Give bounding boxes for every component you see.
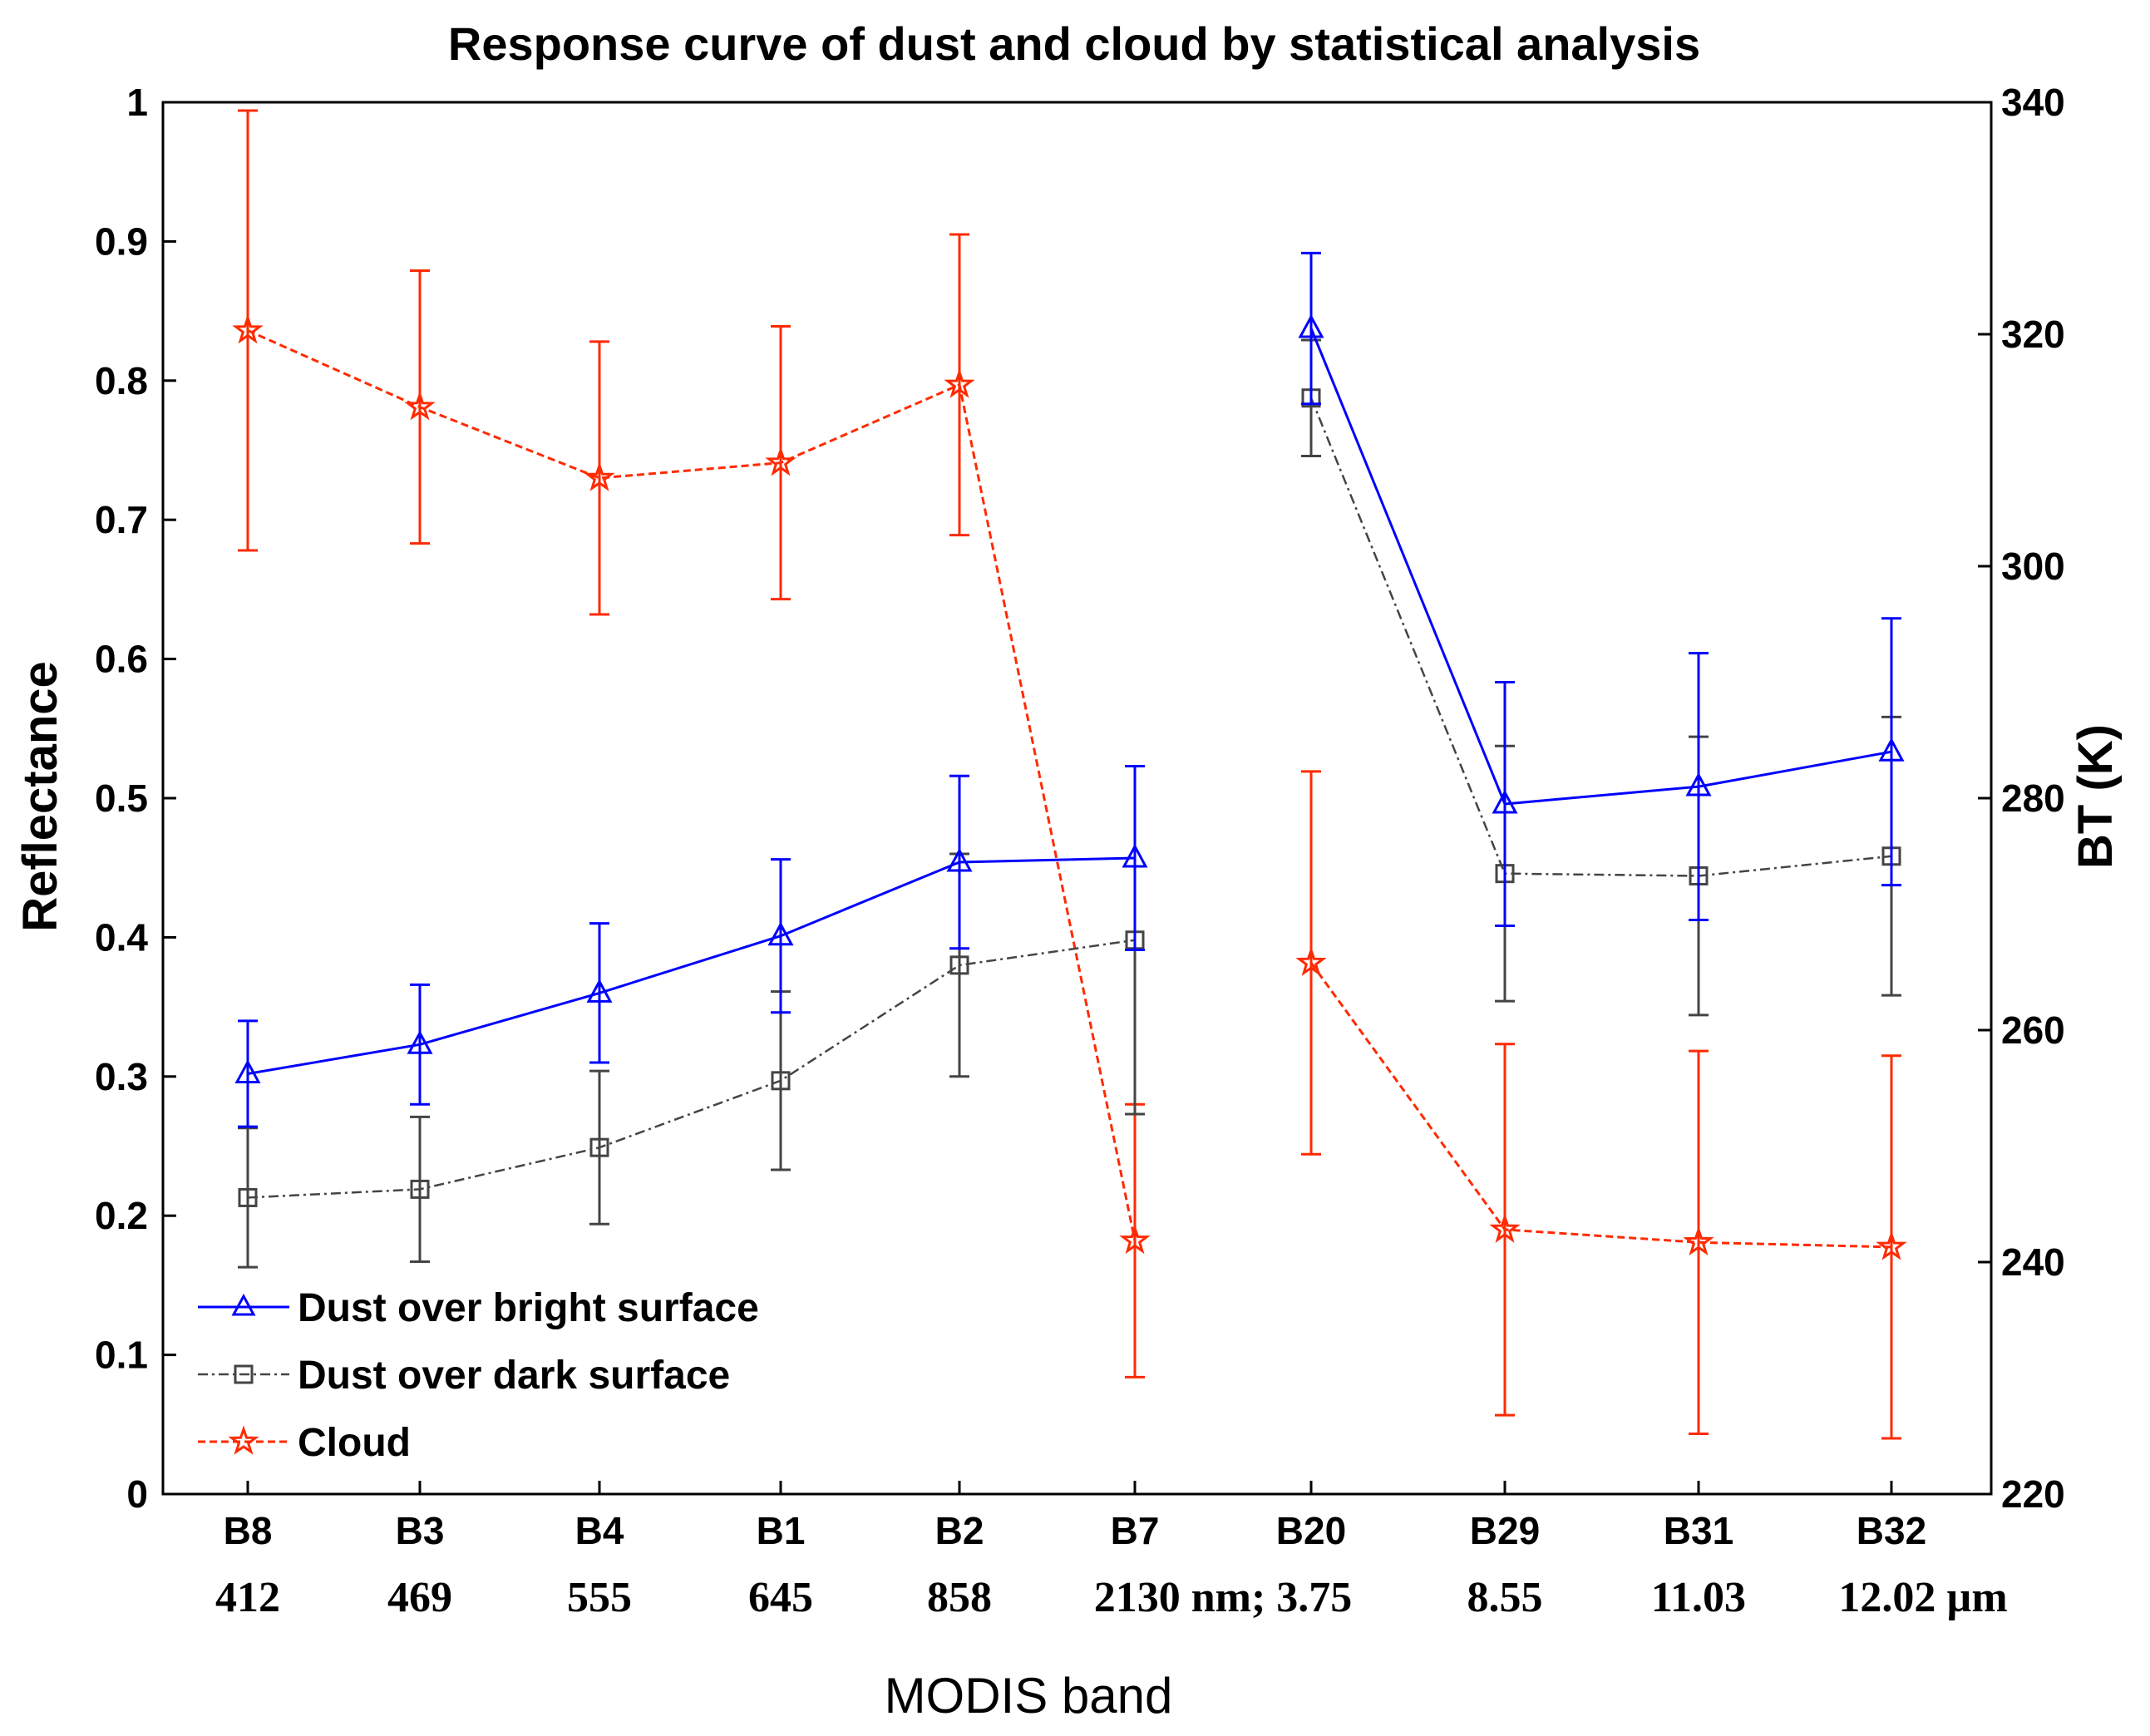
wavelength-label: 645 <box>748 1574 813 1621</box>
triangle-marker <box>946 847 973 872</box>
legend-label-dust-dark: Dust over dark surface <box>298 1354 730 1398</box>
star-marker <box>1876 1230 1907 1260</box>
y-tick-label: 0.9 <box>95 219 148 263</box>
star-marker <box>1295 946 1327 976</box>
triangle-marker <box>1492 789 1518 814</box>
x-tick-label: B31 <box>1664 1509 1733 1552</box>
triangle-marker <box>234 1059 261 1083</box>
series-dust-bright <box>234 251 1905 1128</box>
chart-title: Response curve of dust and cloud by stat… <box>448 17 1700 70</box>
star-marker <box>1683 1226 1714 1256</box>
triangle-marker <box>407 1030 433 1054</box>
y-tick-label: 0.3 <box>95 1055 148 1098</box>
plot-area <box>232 109 1907 1440</box>
legend-item-dust-dark: Dust over dark surface <box>198 1354 730 1398</box>
x-tick-label: B29 <box>1470 1509 1540 1552</box>
series-line-dust-bright <box>247 856 1136 1075</box>
x-tick-label: B3 <box>396 1509 445 1552</box>
y-tick-label: 0.8 <box>95 359 148 402</box>
y-tick-label: 0.4 <box>95 915 148 959</box>
triangle-marker <box>1122 843 1148 868</box>
legend-label-dust-bright: Dust over bright surface <box>298 1286 759 1330</box>
star-marker <box>1119 1224 1151 1255</box>
wavelength-label: 555 <box>567 1574 632 1621</box>
wavelength-label: 12.02 µm <box>1838 1574 2007 1621</box>
wavelength-label: 11.03 <box>1651 1574 1746 1621</box>
y2-tick-label: 340 <box>2001 81 2065 124</box>
legend-star-icon <box>228 1425 259 1455</box>
legend-triangle-icon <box>231 1293 256 1316</box>
star-marker <box>584 461 615 491</box>
y-tick-label: 1 <box>126 81 148 124</box>
wavelength-label: 412 <box>215 1574 280 1621</box>
y2-axis-label: BT (K) <box>2069 724 2123 869</box>
triangle-marker <box>767 921 794 946</box>
legend-square-icon <box>234 1364 254 1384</box>
x-axis-label: MODIS band <box>885 1668 1173 1724</box>
series-line-dust-dark <box>247 939 1136 1199</box>
x-tick-label: B20 <box>1276 1509 1346 1552</box>
series-line-cloud <box>247 329 1137 1241</box>
y-axis-label: Reflectance <box>13 661 67 932</box>
x-tick-label: B8 <box>224 1509 273 1552</box>
y2-tick-label: 240 <box>2001 1240 2065 1284</box>
star-marker <box>765 446 796 476</box>
triangle-marker <box>586 979 613 1003</box>
y-tick-label: 0.7 <box>95 498 148 541</box>
y-tick-label: 0 <box>126 1472 148 1516</box>
legend-item-dust-bright: Dust over bright surface <box>198 1286 759 1330</box>
star-marker <box>944 368 975 398</box>
y-tick-label: 0.6 <box>95 638 148 681</box>
series-dust-dark <box>238 338 1901 1269</box>
star-marker <box>232 313 264 344</box>
square-marker <box>410 1179 430 1199</box>
square-marker <box>771 1071 791 1091</box>
y2-tick-label: 220 <box>2001 1472 2065 1516</box>
y2-tick-label: 320 <box>2001 313 2065 356</box>
series-line-dust-dark <box>1309 397 1892 877</box>
triangle-marker <box>1878 737 1905 762</box>
y-tick-label: 0.5 <box>95 777 148 820</box>
y2-tick-label: 300 <box>2001 545 2065 588</box>
plot-frame <box>161 101 1993 1496</box>
x-tick-label: B1 <box>757 1509 806 1552</box>
triangle-marker <box>1298 313 1324 338</box>
series-line-dust-bright <box>1309 328 1892 806</box>
square-marker <box>238 1187 258 1207</box>
star-marker <box>404 390 436 421</box>
y2-tick-label: 260 <box>2001 1009 2065 1052</box>
axes: 0 0.1 0.2 0.3 0.4 0.5 0.6 0.7 0.8 0.9 1 220 240 260 28… <box>95 81 2065 1621</box>
square-marker <box>589 1137 609 1157</box>
legend: Dust over bright surface Dust over dark … <box>198 1286 759 1465</box>
series-cloud <box>232 109 1907 1440</box>
series-line-cloud <box>1309 962 1892 1249</box>
legend-label-cloud: Cloud <box>298 1421 411 1465</box>
x-tick-label: B32 <box>1857 1509 1926 1552</box>
triangle-marker <box>1685 772 1712 796</box>
wavelength-label: 8.55 <box>1467 1574 1543 1621</box>
wavelength-label: 469 <box>387 1574 452 1621</box>
x-tick-label: B2 <box>935 1509 984 1552</box>
wavelength-label: 858 <box>927 1574 992 1621</box>
wavelength-label: 2130 nm; 3.75 <box>1094 1574 1353 1621</box>
square-marker <box>949 955 969 975</box>
legend-item-cloud: Cloud <box>198 1421 411 1465</box>
star-marker <box>1489 1213 1521 1243</box>
x-tick-label: B4 <box>575 1509 624 1552</box>
y2-tick-label: 280 <box>2001 777 2065 820</box>
y-tick-label: 0.1 <box>95 1334 148 1377</box>
y-tick-label: 0.2 <box>95 1194 148 1237</box>
x-tick-label: B7 <box>1111 1509 1160 1552</box>
